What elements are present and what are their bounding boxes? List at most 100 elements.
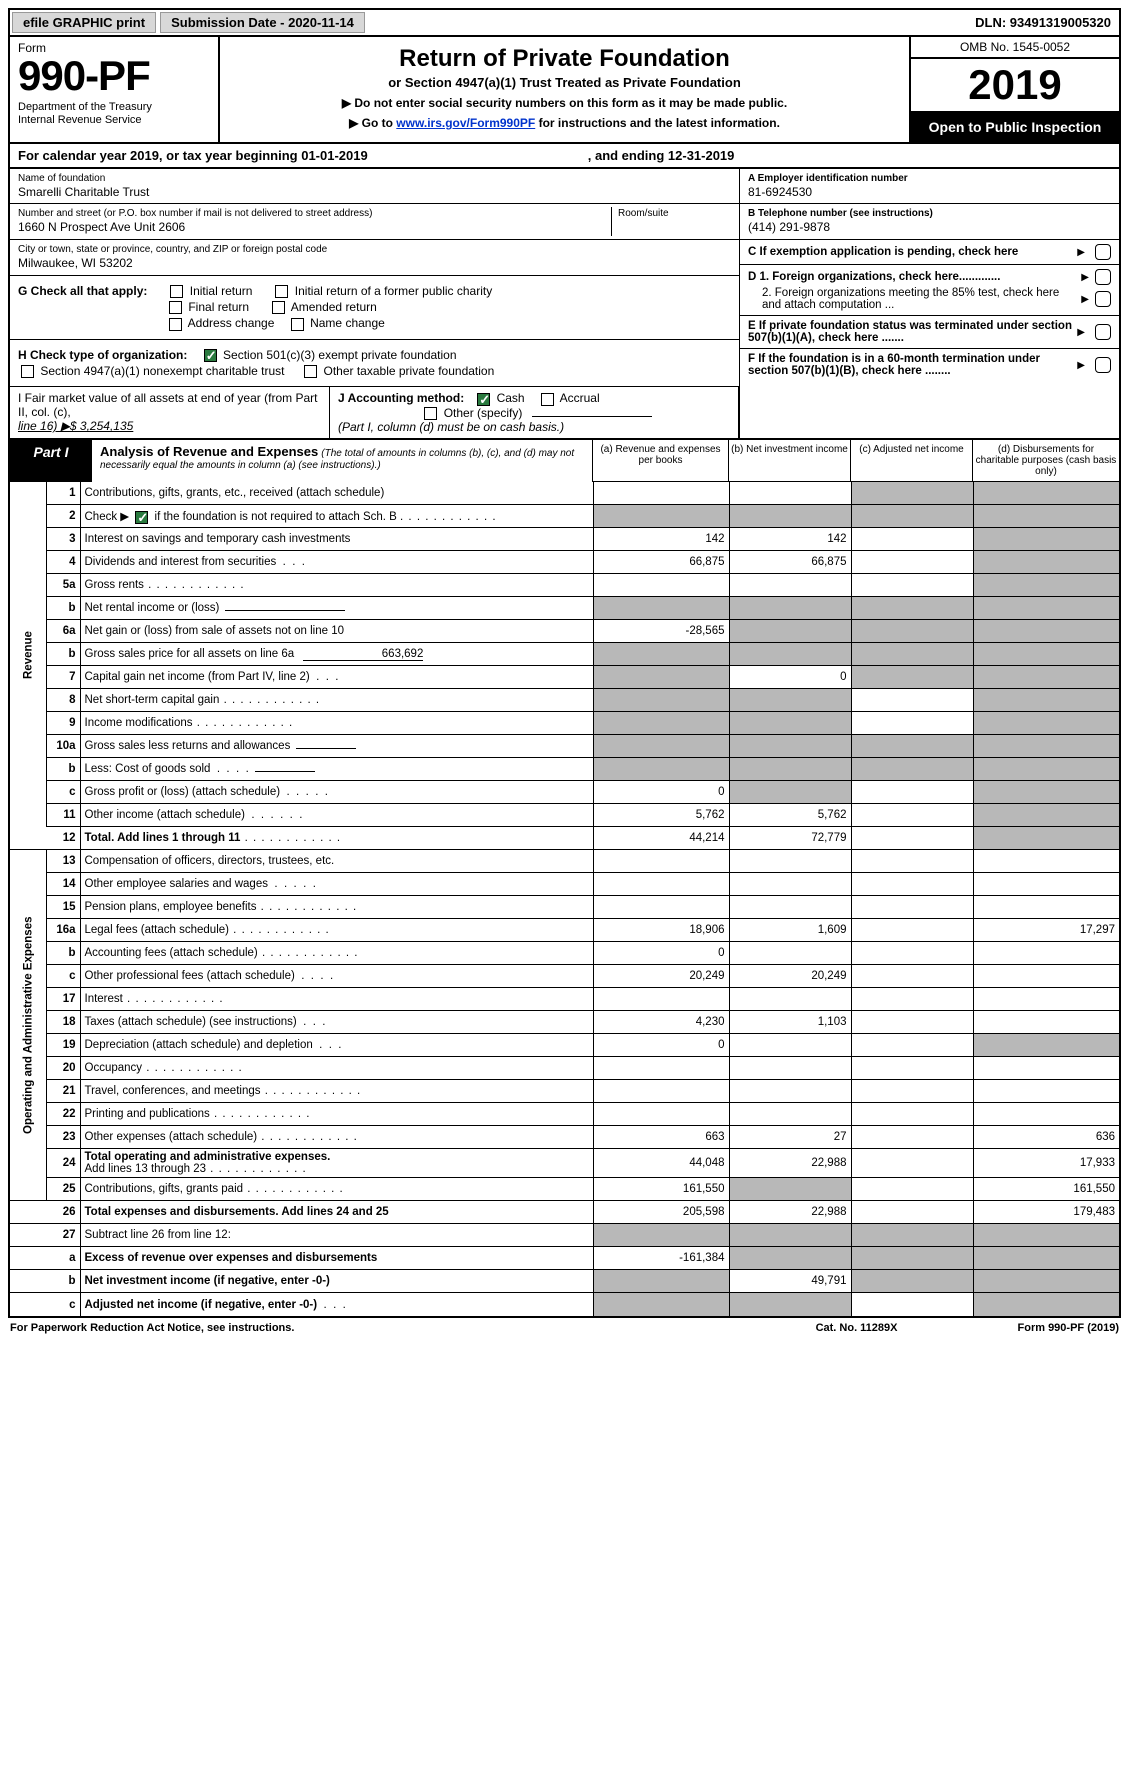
d2-label: 2. Foreign organizations meeting the 85%… [748,287,1081,311]
line-num: 18 [46,1011,80,1034]
line-num: b [46,758,80,781]
section-i: I Fair market value of all assets at end… [10,387,330,438]
line-num: 7 [46,666,80,689]
amt: 5,762 [729,804,851,827]
pra-notice: For Paperwork Reduction Act Notice, see … [10,1322,294,1334]
foundation-name-label: Name of foundation [18,172,731,185]
line-num: 21 [46,1080,80,1103]
efile-print-button[interactable]: efile GRAPHIC print [12,12,156,33]
line-num: 19 [46,1034,80,1057]
line-desc: Contributions, gifts, grants, etc., rece… [80,482,593,505]
line-desc: Occupancy [80,1057,593,1080]
amt: 17,297 [973,919,1119,942]
i-label: I Fair market value of all assets at end… [18,391,317,419]
chk-other-taxable[interactable] [304,365,317,378]
line-num: 17 [46,988,80,1011]
chk-name-change[interactable] [291,318,304,331]
irs-link[interactable]: www.irs.gov/Form990PF [396,116,535,130]
section-g: G Check all that apply: Initial return I… [10,276,739,340]
city-value: Milwaukee, WI 53202 [18,256,731,272]
amt: 161,550 [973,1178,1119,1201]
line-desc: Subtract line 26 from line 12: [80,1224,593,1247]
amt: 142 [593,528,729,551]
tel-value: (414) 291-9878 [748,220,1111,236]
top-bar: efile GRAPHIC print Submission Date - 20… [8,8,1121,37]
line-num: 9 [46,712,80,735]
line-desc: Compensation of officers, directors, tru… [80,850,593,873]
line-num: b [46,643,80,666]
line-desc: Income modifications [80,712,593,735]
amt: 22,988 [729,1201,851,1224]
chk-60month[interactable] [1095,357,1111,373]
chk-initial-return-former[interactable] [275,285,288,298]
chk-accrual[interactable] [541,393,554,406]
g-label: G Check all that apply: [18,284,147,298]
line-desc: Other professional fees (attach schedule… [80,965,593,988]
chk-amended-return[interactable] [272,301,285,314]
form-ref: Form 990-PF (2019) [1018,1322,1120,1334]
line-desc: Total. Add lines 1 through 11 [80,827,593,850]
h-label: H Check type of organization: [18,348,187,362]
city-label: City or town, state or province, country… [18,243,731,256]
chk-status-terminated[interactable] [1095,324,1111,340]
amt: 161,550 [593,1178,729,1201]
line-desc: Interest [80,988,593,1011]
line-desc: Travel, conferences, and meetings [80,1080,593,1103]
expenses-label: Operating and Administrative Expenses [10,850,46,1201]
chk-foreign-85[interactable] [1095,291,1111,307]
part-i: Part I Analysis of Revenue and Expenses … [8,440,1121,1318]
amt: 636 [973,1126,1119,1149]
chk-cash[interactable] [477,393,490,406]
amt: 20,249 [593,965,729,988]
amt: -161,384 [593,1247,729,1270]
amt: 0 [593,781,729,804]
chk-exemption-pending[interactable] [1095,244,1111,260]
line-num: 2 [46,505,80,528]
chk-501c3[interactable] [204,349,217,362]
amt: 1,609 [729,919,851,942]
line-num: a [46,1247,80,1270]
line-desc: Gross sales less returns and allowances [80,735,593,758]
arrow-icon [1081,271,1091,283]
chk-foreign-org[interactable] [1095,269,1111,285]
amt: 142 [729,528,851,551]
line-desc: Net short-term capital gain [80,689,593,712]
g-opt-0: Initial return [190,284,253,298]
amt: 179,483 [973,1201,1119,1224]
amt: 5,762 [593,804,729,827]
section-h: H Check type of organization: Section 50… [10,340,739,388]
g-opt-3: Amended return [291,300,377,314]
amt: 0 [729,666,851,689]
line-desc: Check ▶ if the foundation is not require… [80,505,593,528]
line-desc: Gross sales price for all assets on line… [80,643,593,666]
chk-sch-b-not-required[interactable] [135,511,148,524]
j-label: J Accounting method: [338,391,464,405]
line-num: 16a [46,919,80,942]
part-i-title: Analysis of Revenue and Expenses [100,444,318,459]
amt: 27 [729,1126,851,1149]
chk-other-method[interactable] [424,407,437,420]
form-subtitle: or Section 4947(a)(1) Trust Treated as P… [232,75,897,90]
chk-4947a1[interactable] [21,365,34,378]
cal-year-end: , and ending 12-31-2019 [588,148,735,163]
j-note: (Part I, column (d) must be on cash basi… [338,420,564,434]
address-label: Number and street (or P.O. box number if… [18,207,611,220]
line-desc: Net investment income (if negative, ente… [80,1270,593,1293]
line-num: 3 [46,528,80,551]
line-num: 27 [46,1224,80,1247]
arrow-icon [1081,293,1091,305]
chk-address-change[interactable] [169,318,182,331]
address-value: 1660 N Prospect Ave Unit 2606 [18,220,611,236]
amt: 205,598 [593,1201,729,1224]
amt: 1,103 [729,1011,851,1034]
dln: DLN: 93491319005320 [975,15,1117,30]
chk-initial-return[interactable] [170,285,183,298]
line-desc: Excess of revenue over expenses and disb… [80,1247,593,1270]
line-num: 8 [46,689,80,712]
chk-final-return[interactable] [169,301,182,314]
g-opt-4: Address change [188,316,275,330]
h-opt-2: Section 4947(a)(1) nonexempt charitable … [40,364,284,378]
line-desc: Gross profit or (loss) (attach schedule)… [80,781,593,804]
form-title: Return of Private Foundation [232,45,897,73]
amt: 44,048 [593,1149,729,1178]
